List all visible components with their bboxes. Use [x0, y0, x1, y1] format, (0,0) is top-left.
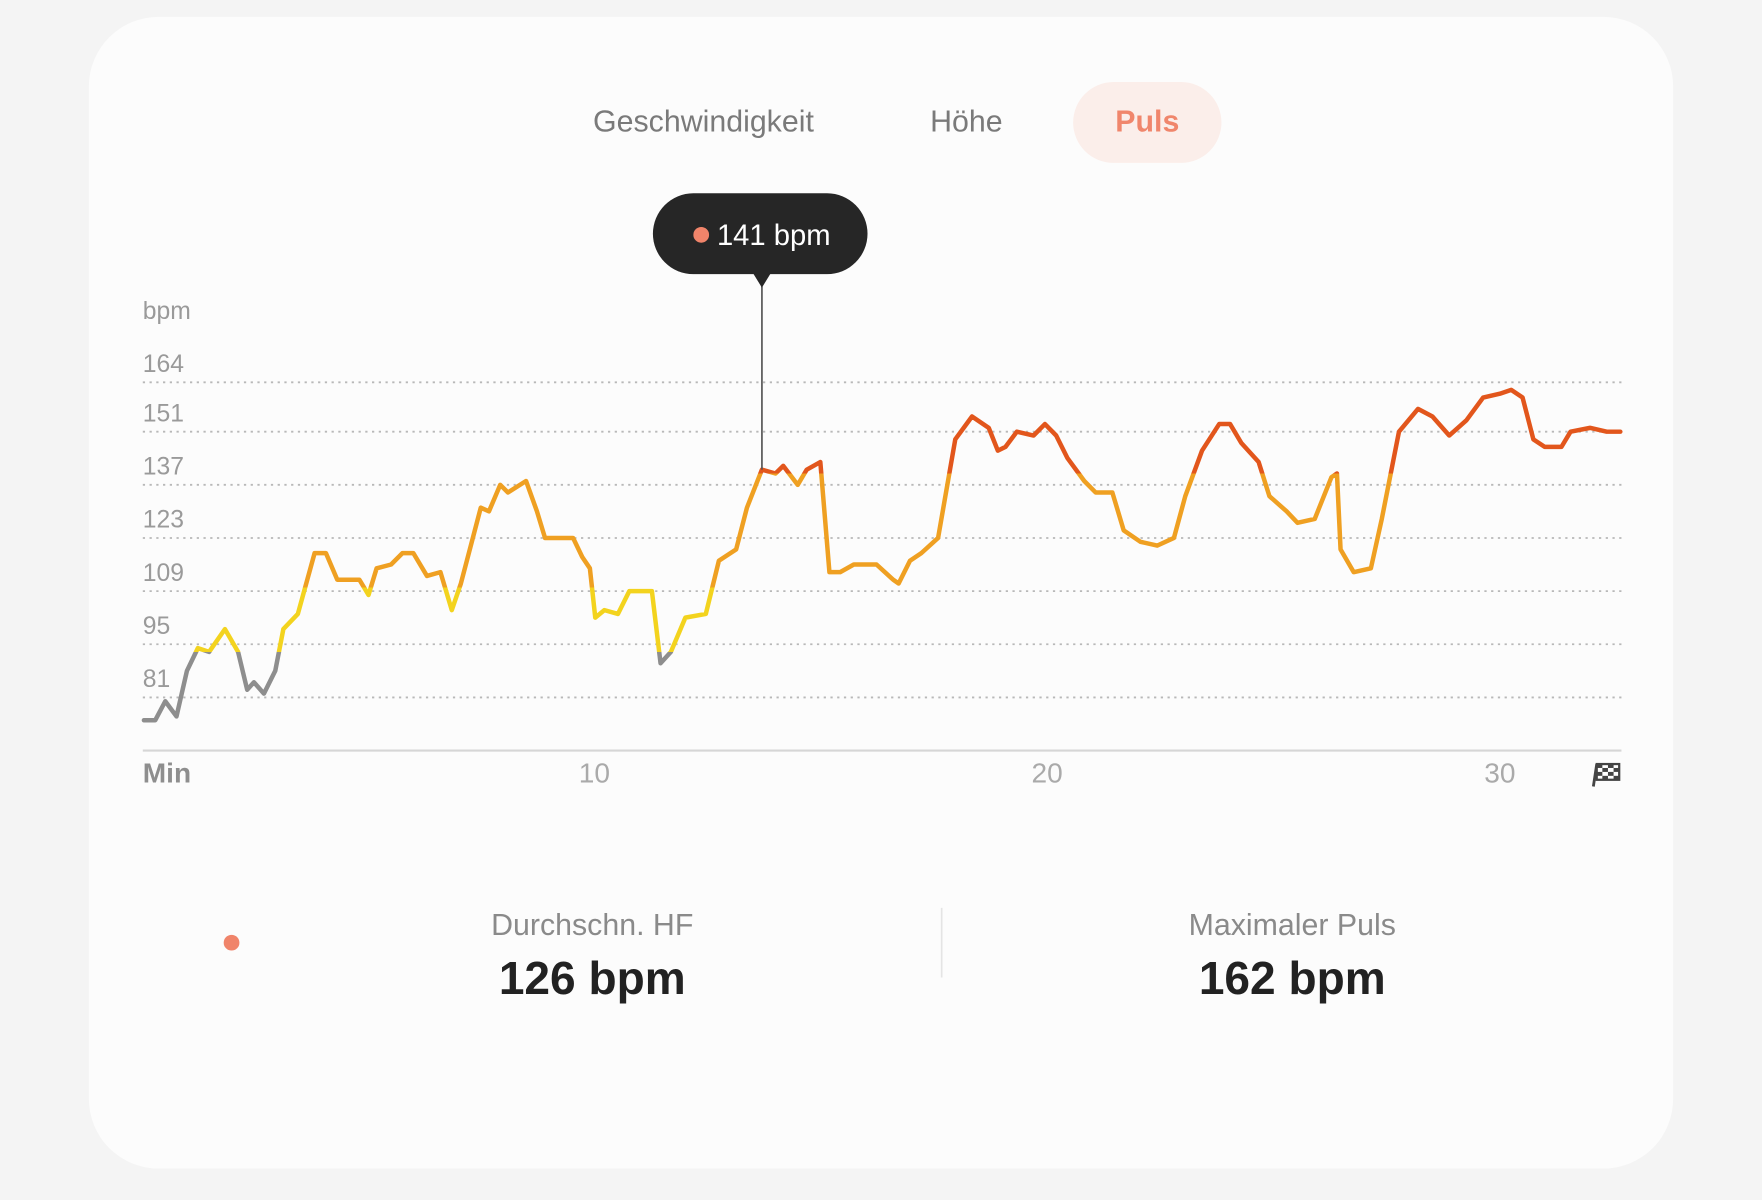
- x-tick-label: 30: [1484, 758, 1515, 789]
- y-tick-label: 123: [143, 507, 184, 534]
- stat-label: Durchschn. HF: [491, 909, 693, 942]
- tooltip-box: [652, 193, 868, 275]
- tab[interactable]: Geschwindigkeit: [593, 106, 814, 139]
- legend-dot: [223, 934, 240, 951]
- y-tick-label: 151: [143, 400, 184, 427]
- x-tick-label: 10: [579, 758, 610, 789]
- stat-value: 126 bpm: [499, 952, 686, 1004]
- tab[interactable]: Puls: [1115, 106, 1179, 139]
- stat-value: 162 bpm: [1199, 952, 1386, 1004]
- tab[interactable]: Höhe: [930, 106, 1003, 139]
- y-tick-label: 164: [143, 351, 184, 378]
- card: [88, 16, 1674, 1169]
- tab-highlight: [1073, 82, 1222, 163]
- tooltip-dot: [693, 226, 710, 243]
- tooltip-pointer: [752, 273, 771, 288]
- y-tick-label: 137: [143, 454, 184, 481]
- y-tick-label: 109: [143, 560, 184, 587]
- stat-label: Maximaler Puls: [1189, 909, 1396, 942]
- x-tick-label: 20: [1032, 758, 1063, 789]
- tooltip: 141 bpm: [652, 193, 868, 288]
- heart-rate-line: [141, 387, 1623, 723]
- y-tick-label: 95: [143, 613, 170, 640]
- finish-flag: [1591, 762, 1621, 787]
- x-tick-label: Min: [143, 758, 191, 789]
- y-tick-label: 81: [143, 666, 170, 693]
- y-axis-label: bpm: [143, 298, 191, 325]
- tooltip-label: 141 bpm: [717, 220, 831, 252]
